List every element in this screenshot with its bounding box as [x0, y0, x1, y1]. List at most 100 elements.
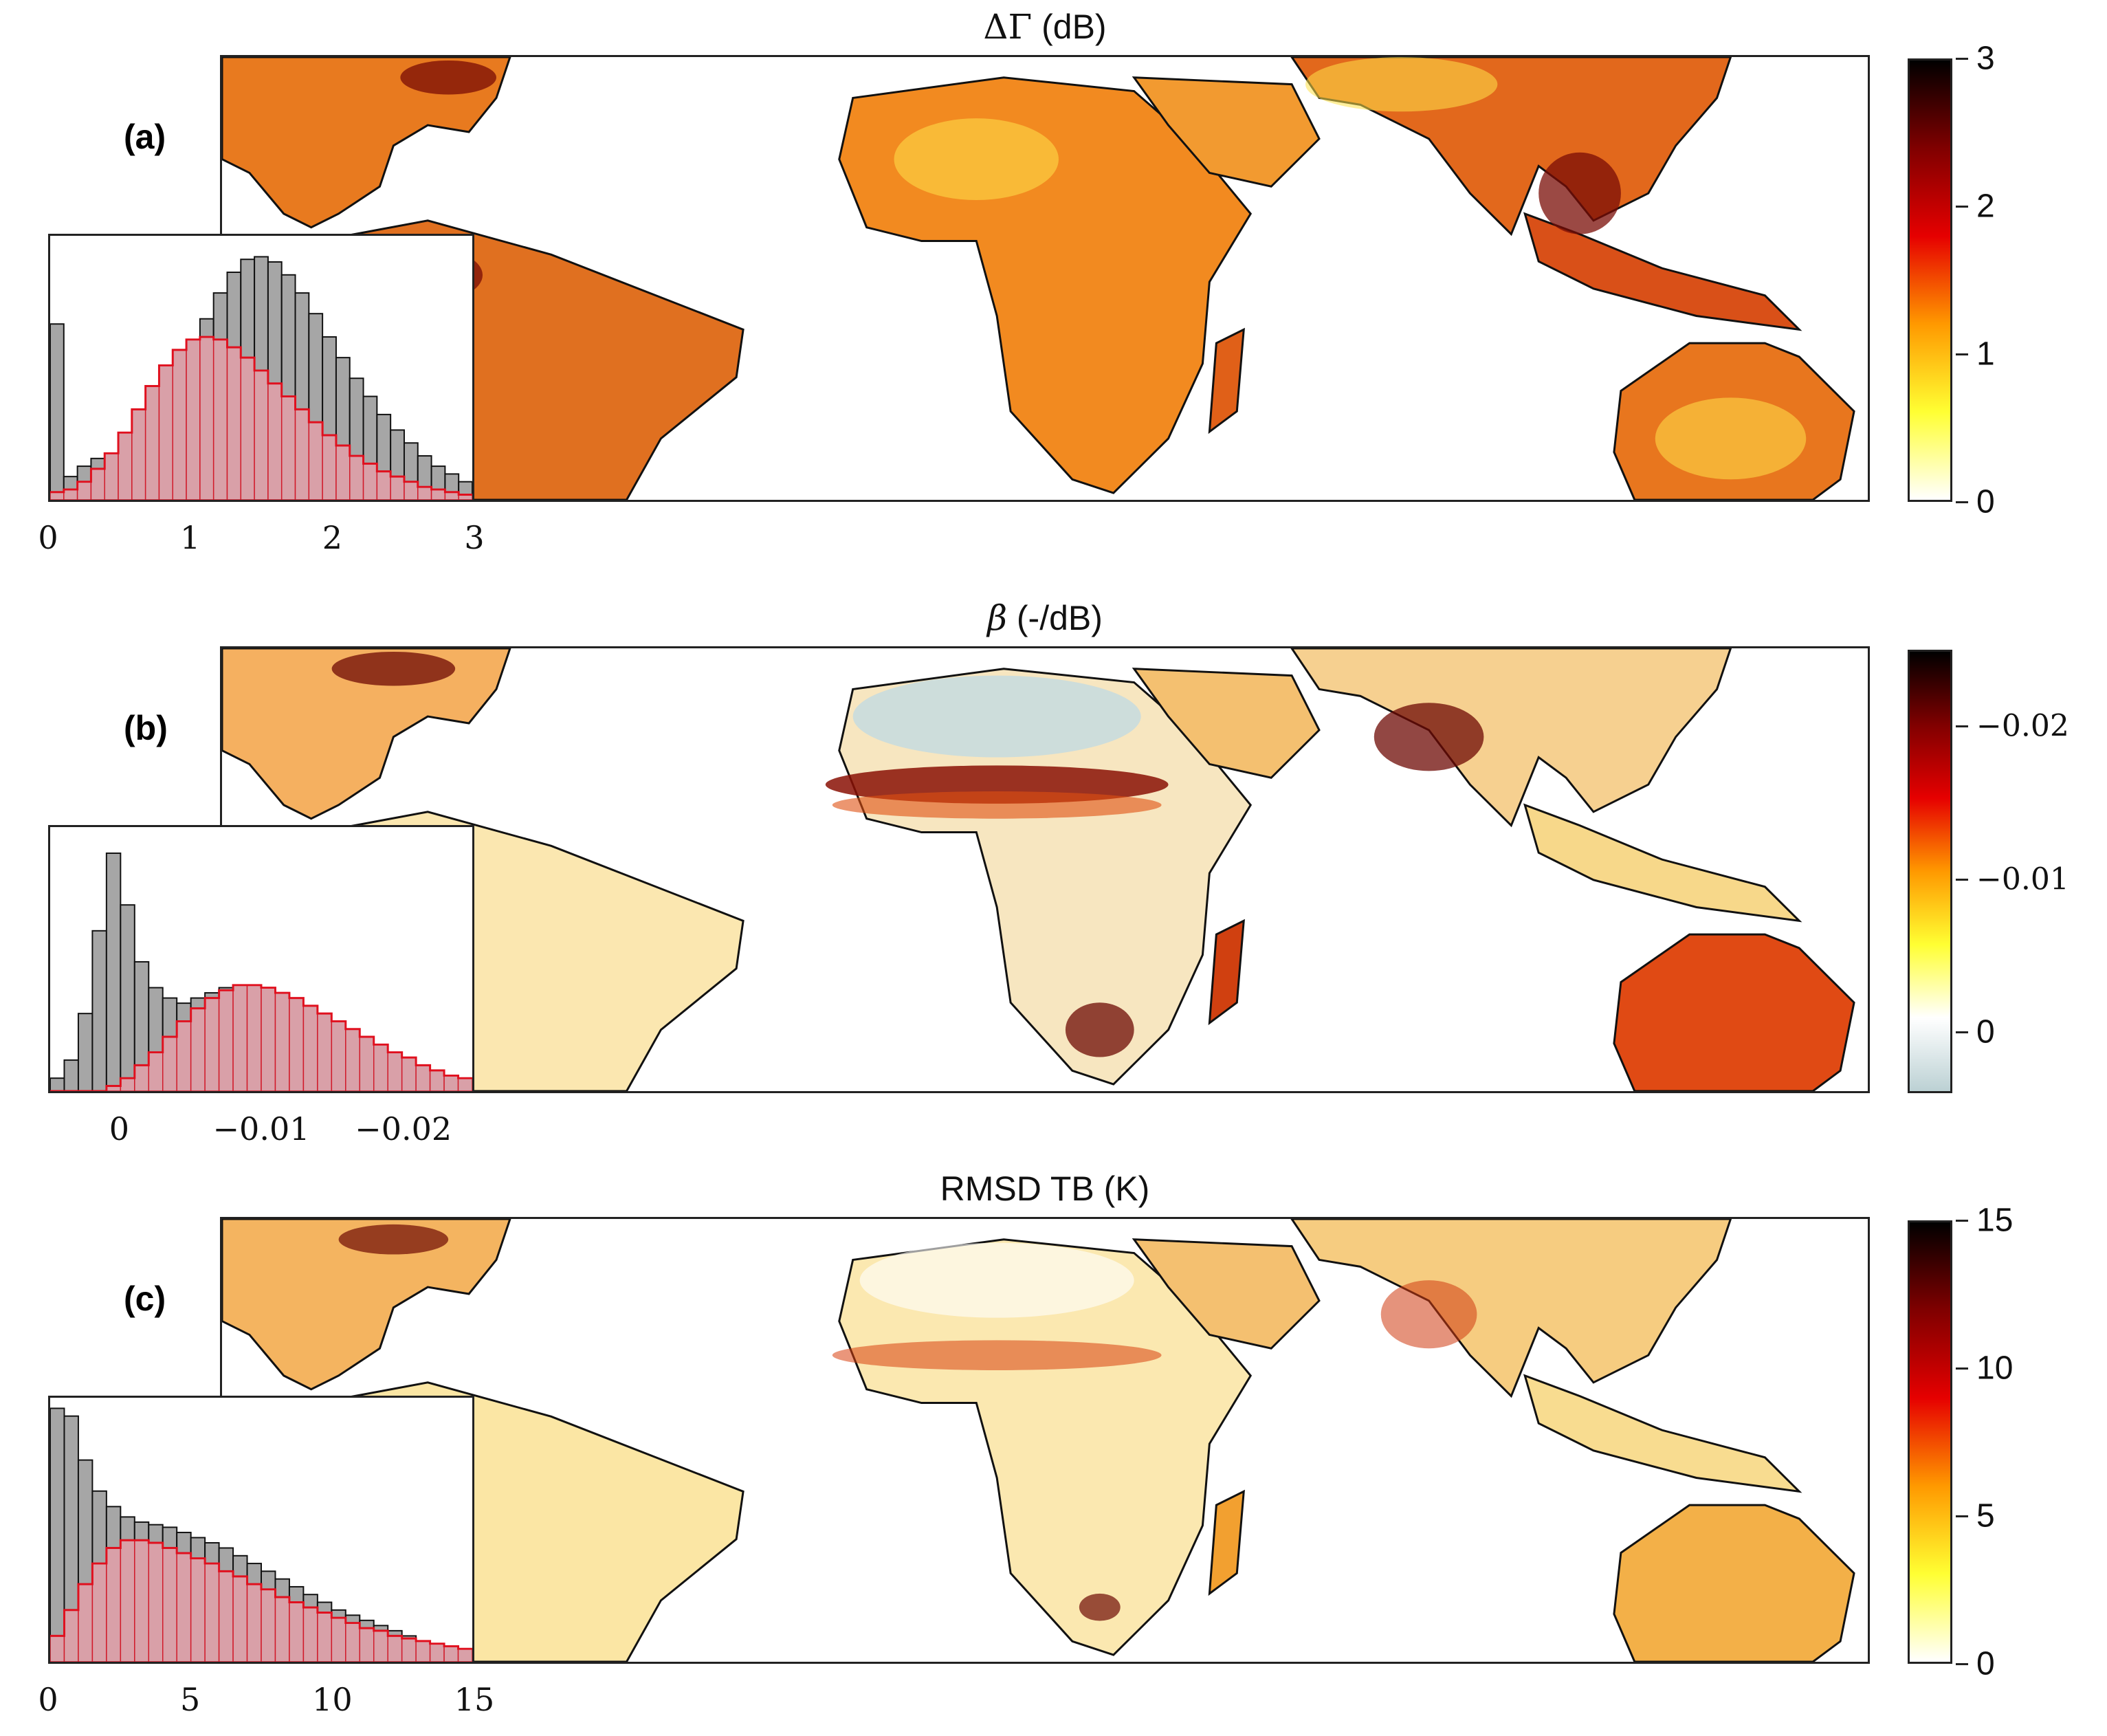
north-america-landmass: [222, 57, 511, 229]
panel-a-colorbar-tick-label: 1: [1976, 336, 1995, 373]
panel-a-hist-bar-red: [186, 339, 201, 500]
panel-b-map: [220, 646, 1870, 1093]
panel-c-hist-bar-red: [302, 1607, 318, 1662]
panel-a-hist-xtick-label: 2: [322, 519, 342, 556]
panel-c-hist-bar-red: [176, 1552, 192, 1662]
panel-c-hist-bar-red: [78, 1583, 93, 1662]
panel-c-title: RMSD TB (K): [220, 1169, 1870, 1209]
panel-a-hist-bar-red: [404, 481, 419, 500]
panel-b-colorbar-tick-label: 0: [1976, 1013, 1995, 1051]
panel-c-hist-xtick-label: 15: [454, 1681, 495, 1718]
panel-a-hist-bar-red: [50, 491, 65, 500]
panel-a-hist-bar-red: [376, 470, 391, 500]
panel-b-hist-bar-red: [443, 1075, 459, 1091]
panel-b-sahara-band: [825, 675, 1169, 819]
panel-b-colorbar-tick-label: −0.01: [1976, 861, 2069, 897]
panel-c-hist-bar-red: [106, 1547, 122, 1662]
panel-a-colorbar-tick: [1956, 501, 1968, 503]
panel-c-hist-bar-red: [232, 1576, 248, 1662]
panel-a-colorbar-tick: [1956, 58, 1968, 60]
panel-a-hist-bar-red: [294, 408, 310, 500]
north-america-landmass: [222, 648, 511, 820]
panel-a-histogram: [48, 234, 474, 502]
panel-c-hist-bar-red: [331, 1617, 346, 1662]
panel-a-title: ΔΓ (dB): [220, 7, 1870, 47]
panel-a-highlights: [894, 57, 1807, 480]
panel-a-hist-bar-red: [335, 445, 351, 500]
panel-a-colorbar-tick-label: 3: [1976, 40, 1995, 77]
panel-a-title-unit: (dB): [1041, 8, 1107, 46]
middle-east-landmass: [1132, 668, 1321, 779]
southeast-asia-landmass: [1523, 803, 1802, 923]
panel-a-hist-bar-red: [444, 491, 459, 500]
panel-b-hist-bar-red: [457, 1077, 472, 1091]
panel-a-hist-bar-red: [430, 489, 446, 500]
madagascar-landmass: [1208, 919, 1245, 1026]
panel-b-title: β (-/dB): [220, 598, 1870, 638]
panel-b-hist-bar-gray: [120, 904, 135, 1091]
panel-a-hist-bar-red: [158, 364, 174, 500]
panel-c-hist-bar-red: [443, 1645, 459, 1662]
panel-c-hist-bar-red: [204, 1563, 220, 1662]
panel-a-hist-bar-red: [104, 452, 119, 500]
panel-c-colorbar-tick: [1956, 1663, 1968, 1665]
madagascar-landmass: [1208, 327, 1245, 435]
panel-b-title-unit: (-/dB): [1016, 599, 1103, 637]
panel-c-hist-bar-red: [91, 1563, 107, 1662]
panel-a: ΔΓ (dB) (a): [0, 0, 2107, 574]
panel-a-hist-bar-red: [131, 408, 146, 500]
panel-b-hist-bar-red: [190, 1007, 206, 1091]
panel-a-title-symbol: ΔΓ: [983, 7, 1033, 47]
asia-landmass: [1290, 648, 1732, 828]
panel-b-hist-bar-red: [218, 989, 234, 1091]
panel-c-hist-bar-red: [63, 1609, 79, 1662]
panel-b-hist-bar-red: [373, 1044, 388, 1091]
panel-a-hist-bar-red: [118, 432, 133, 500]
panel-c-hist-bar-red: [373, 1630, 388, 1662]
panel-b-hist-xtick-label: −0.01: [212, 1110, 310, 1147]
panel-c-colorbar-tick-label: 0: [1976, 1645, 1995, 1682]
panel-b-hist-bar-red: [134, 1064, 150, 1091]
north-america-landmass: [222, 1219, 511, 1391]
panel-a-hist-bar-red: [254, 370, 269, 500]
panel-c-hist-bar-red: [415, 1640, 431, 1662]
panel-a-map: [220, 55, 1870, 502]
panel-b-hist-xtick-label: 0: [109, 1110, 129, 1147]
panel-b-hist-bar-red: [359, 1036, 375, 1091]
panel-c-histogram-svg: [50, 1407, 472, 1662]
panel-a-hist-bar-red: [199, 336, 214, 500]
panel-c-colorbar-tick: [1956, 1515, 1968, 1517]
panel-c-colorbar: [1908, 1220, 1952, 1664]
panel-b-histogram-svg: [50, 852, 472, 1091]
panel-c-colorbar-tick-label: 5: [1976, 1497, 1995, 1535]
panel-a-hist-bar-red: [240, 357, 255, 500]
panel-a-hist-red-outline: [50, 336, 472, 496]
panel-c-title-unit: RMSD TB (K): [940, 1169, 1150, 1208]
panel-a-colorbar: [1908, 58, 1952, 502]
panel-b-hist-bar-red: [289, 997, 305, 1091]
panel-b-hist-bar-red: [317, 1013, 333, 1091]
panel-c-histogram: [48, 1396, 474, 1664]
panel-b-hist-bar-gray: [63, 1059, 79, 1091]
panel-a-colorbar-tick-label: 0: [1976, 483, 1995, 520]
panel-a-label: (a): [124, 118, 166, 156]
australia-landmass: [1613, 1504, 1855, 1662]
panel-c-hist-bar-red: [148, 1542, 164, 1662]
panel-a-hist-xtick-label: 1: [180, 519, 201, 556]
panel-c-hist-bar-red: [457, 1648, 472, 1662]
panel-a-histogram-svg: [50, 256, 472, 500]
middle-east-landmass: [1132, 1238, 1321, 1350]
panel-b-hist-bar-red: [176, 1020, 192, 1091]
panel-b-hist-bar-red: [246, 985, 262, 1091]
panel-b-hist-xtick-label: −0.02: [355, 1110, 452, 1147]
panel-b-hist-bar-red: [120, 1077, 135, 1091]
panel-a-hist-bar-red: [76, 481, 92, 500]
panel-b-hist-bar-red: [274, 992, 290, 1091]
panel-c-colorbar-tick-label: 10: [1976, 1350, 2014, 1387]
panel-b-hist-bar-red: [162, 1036, 177, 1091]
panel-b-colorbar: [1908, 650, 1952, 1093]
panel-c-hist-bar-red: [246, 1583, 262, 1662]
panel-a-hist-bar-red: [226, 347, 242, 500]
panel-a-hist-bar-gray: [50, 323, 65, 500]
panel-a-hist-bar-red: [172, 349, 187, 500]
